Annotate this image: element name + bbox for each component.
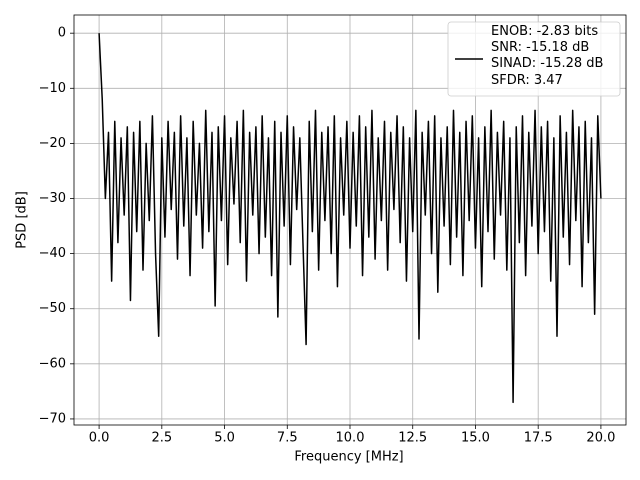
y-tick-label: −20 — [39, 136, 66, 151]
x-tick-label: 12.5 — [398, 431, 427, 446]
y-tick-label: −50 — [39, 301, 66, 316]
x-tick-label: 7.5 — [277, 431, 298, 446]
x-tick-label: 15.0 — [461, 431, 490, 446]
y-tick-label: 0 — [58, 26, 66, 41]
x-tick-label: 17.5 — [524, 431, 553, 446]
plot-frame — [73, 14, 627, 426]
y-tick-label: −70 — [39, 411, 66, 426]
y-tick-label: −10 — [39, 81, 66, 96]
legend-box — [447, 21, 621, 97]
x-tick-label: 10.0 — [336, 431, 365, 446]
y-tick-label: −30 — [39, 191, 66, 206]
x-tick-label: 2.5 — [151, 431, 172, 446]
y-tick-label: −40 — [39, 246, 66, 261]
y-axis-label: PSD [dB] — [15, 191, 30, 249]
x-tick-label: 5.0 — [214, 431, 235, 446]
x-tick-label: 0.0 — [89, 431, 110, 446]
y-tick-label: −60 — [39, 356, 66, 371]
x-axis-label: Frequency [MHz] — [294, 450, 403, 465]
legend-label: ENOB: -2.83 bits SNR: -15.18 dB SINAD: -… — [491, 24, 604, 88]
x-tick-label: 20.0 — [586, 431, 615, 446]
psd-line — [98, 33, 602, 404]
